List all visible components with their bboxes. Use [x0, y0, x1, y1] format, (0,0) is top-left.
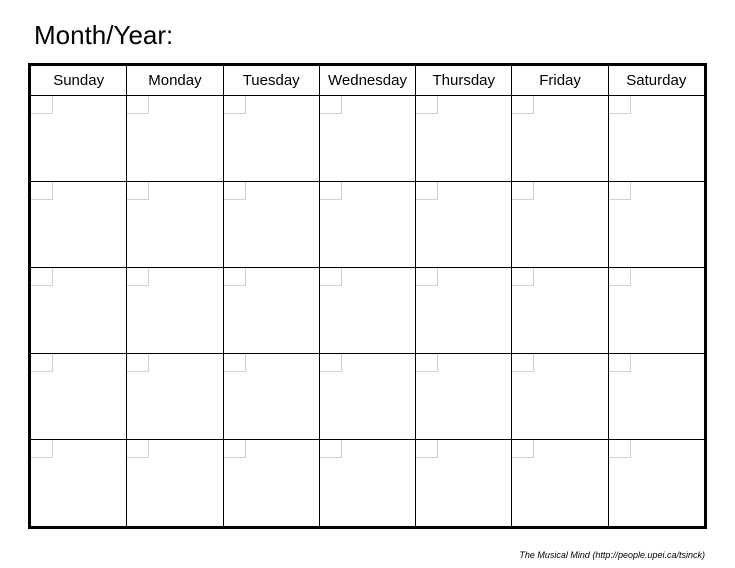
day-cell — [512, 268, 608, 353]
day-cell — [224, 354, 320, 439]
day-cell — [416, 182, 512, 267]
week-row — [31, 268, 704, 354]
day-cell — [224, 268, 320, 353]
day-cell — [609, 440, 704, 526]
calendar-header-row: Sunday Monday Tuesday Wednesday Thursday… — [31, 66, 704, 96]
day-cell — [127, 182, 223, 267]
day-cell — [320, 182, 416, 267]
date-box — [416, 182, 438, 200]
day-cell — [31, 268, 127, 353]
date-box — [609, 354, 631, 372]
date-box — [127, 96, 149, 114]
date-box — [416, 268, 438, 286]
header-sunday: Sunday — [31, 66, 127, 95]
date-box — [127, 354, 149, 372]
date-box — [416, 354, 438, 372]
day-cell — [127, 440, 223, 526]
date-box — [320, 354, 342, 372]
date-box — [224, 268, 246, 286]
date-box — [512, 354, 534, 372]
date-box — [224, 182, 246, 200]
week-row — [31, 182, 704, 268]
day-cell — [320, 440, 416, 526]
header-friday: Friday — [512, 66, 608, 95]
header-monday: Monday — [127, 66, 223, 95]
header-thursday: Thursday — [416, 66, 512, 95]
date-box — [224, 354, 246, 372]
header-saturday: Saturday — [609, 66, 704, 95]
footer-credit: The Musical Mind (http://people.upei.ca/… — [519, 550, 705, 560]
day-cell — [609, 268, 704, 353]
day-cell — [31, 96, 127, 181]
date-box — [416, 440, 438, 458]
date-box — [31, 268, 53, 286]
day-cell — [416, 96, 512, 181]
day-cell — [609, 354, 704, 439]
header-tuesday: Tuesday — [224, 66, 320, 95]
date-box — [127, 440, 149, 458]
day-cell — [127, 96, 223, 181]
week-row — [31, 440, 704, 526]
day-cell — [512, 440, 608, 526]
day-cell — [512, 354, 608, 439]
date-box — [31, 440, 53, 458]
day-cell — [320, 96, 416, 181]
day-cell — [416, 440, 512, 526]
day-cell — [127, 268, 223, 353]
date-box — [320, 182, 342, 200]
day-cell — [416, 268, 512, 353]
date-box — [512, 96, 534, 114]
day-cell — [609, 96, 704, 181]
date-box — [416, 96, 438, 114]
date-box — [609, 268, 631, 286]
day-cell — [320, 268, 416, 353]
day-cell — [224, 182, 320, 267]
day-cell — [224, 96, 320, 181]
date-box — [609, 182, 631, 200]
date-box — [31, 96, 53, 114]
date-box — [512, 268, 534, 286]
date-box — [31, 182, 53, 200]
week-row — [31, 96, 704, 182]
date-box — [224, 96, 246, 114]
date-box — [127, 268, 149, 286]
day-cell — [224, 440, 320, 526]
day-cell — [320, 354, 416, 439]
day-cell — [31, 440, 127, 526]
date-box — [320, 96, 342, 114]
date-box — [31, 354, 53, 372]
day-cell — [31, 354, 127, 439]
page-title: Month/Year: — [34, 20, 707, 51]
date-box — [320, 268, 342, 286]
date-box — [320, 440, 342, 458]
day-cell — [512, 182, 608, 267]
week-row — [31, 354, 704, 440]
date-box — [609, 96, 631, 114]
date-box — [224, 440, 246, 458]
date-box — [609, 440, 631, 458]
day-cell — [609, 182, 704, 267]
day-cell — [127, 354, 223, 439]
day-cell — [416, 354, 512, 439]
date-box — [512, 440, 534, 458]
date-box — [127, 182, 149, 200]
day-cell — [512, 96, 608, 181]
date-box — [512, 182, 534, 200]
header-wednesday: Wednesday — [320, 66, 416, 95]
day-cell — [31, 182, 127, 267]
calendar-grid: Sunday Monday Tuesday Wednesday Thursday… — [28, 63, 707, 529]
